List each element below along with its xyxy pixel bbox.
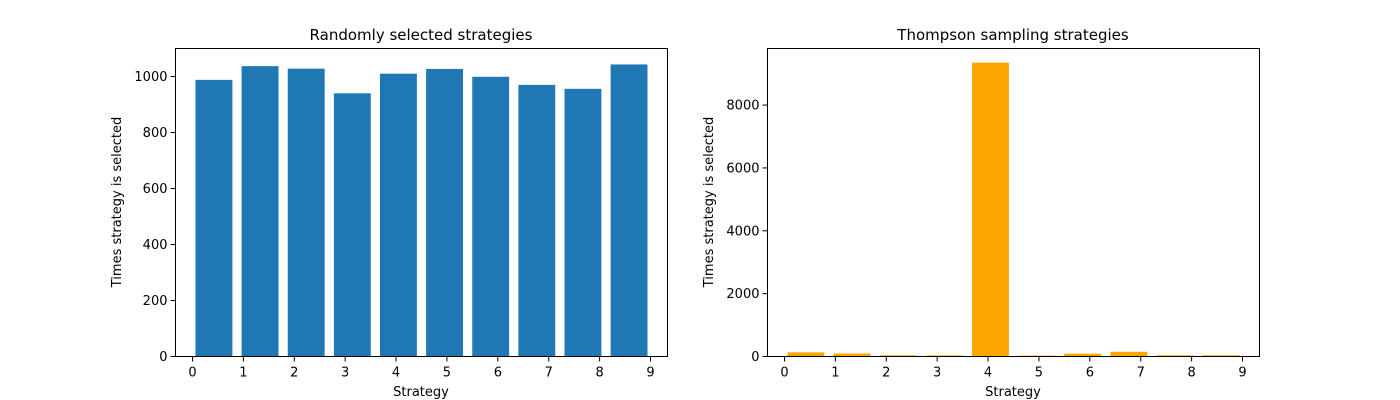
- x-tick-label: 0: [780, 366, 788, 381]
- bar-strategy-9: [1202, 355, 1240, 357]
- y-tick-label: 600: [143, 182, 168, 197]
- chart-title: Thompson sampling strategies: [896, 26, 1129, 44]
- y-tick-label: 6000: [726, 161, 759, 176]
- y-tick-label: 4000: [726, 224, 759, 239]
- x-axis-ticks: 0 1 2 3 4 5 6 7 8 9: [780, 356, 1247, 381]
- bar-series: [195, 64, 648, 357]
- y-axis-label: Times strategy is selected: [110, 117, 125, 288]
- x-tick-label: 4: [984, 366, 992, 381]
- bar-strategy-7: [518, 84, 556, 357]
- y-tick-label: 0: [159, 350, 167, 365]
- bar-strategy-6: [472, 76, 510, 357]
- bar-strategy-8: [564, 88, 602, 357]
- bar-series: [787, 62, 1240, 357]
- bar-strategy-9: [610, 64, 648, 357]
- y-tick-label: 2000: [726, 287, 759, 302]
- x-tick-label: 6: [494, 366, 502, 381]
- bar-strategy-3: [925, 355, 963, 357]
- x-tick-label: 2: [882, 366, 890, 381]
- x-tick-label: 0: [188, 366, 196, 381]
- y-tick-label: 400: [143, 238, 168, 253]
- bar-strategy-7: [1110, 351, 1148, 357]
- x-tick-label: 9: [1238, 366, 1246, 381]
- bar-strategy-4: [379, 73, 417, 357]
- bar-strategy-6: [1064, 353, 1102, 357]
- x-tick-label: 1: [831, 366, 839, 381]
- x-tick-label: 7: [545, 366, 553, 381]
- bar-strategy-4: [971, 62, 1009, 357]
- x-axis-ticks: 0 1 2 3 4 5 6 7 8 9: [188, 356, 655, 381]
- y-axis-ticks: 0 2000 4000 6000 8000: [726, 99, 768, 365]
- x-tick-label: 3: [341, 366, 349, 381]
- x-tick-label: 5: [1035, 366, 1043, 381]
- x-tick-label: 8: [595, 366, 603, 381]
- bar-strategy-0: [787, 352, 825, 357]
- x-tick-label: 2: [290, 366, 298, 381]
- bar-strategy-1: [833, 353, 871, 357]
- plot-frame: [767, 48, 1260, 357]
- bar-strategy-5: [426, 68, 464, 357]
- y-tick-label: 0: [751, 350, 759, 365]
- y-axis-label: Times strategy is selected: [702, 117, 717, 288]
- x-tick-label: 8: [1187, 366, 1195, 381]
- y-tick-label: 1000: [134, 70, 167, 85]
- y-axis-ticks: 0 200 400 600 800 1000: [134, 70, 176, 365]
- chart-title: Randomly selected strategies: [310, 26, 533, 44]
- x-axis-label: Strategy: [985, 385, 1041, 400]
- bar-strategy-3: [333, 93, 371, 357]
- plot-frame: [175, 48, 668, 357]
- x-axis-label: Strategy: [393, 385, 449, 400]
- x-tick-label: 7: [1137, 366, 1145, 381]
- x-tick-label: 9: [646, 366, 654, 381]
- x-tick-label: 3: [933, 366, 941, 381]
- y-tick-label: 200: [143, 294, 168, 309]
- bar-strategy-2: [287, 68, 325, 357]
- x-tick-label: 5: [443, 366, 451, 381]
- x-tick-label: 6: [1086, 366, 1094, 381]
- x-tick-label: 1: [239, 366, 247, 381]
- y-tick-label: 800: [143, 126, 168, 141]
- x-tick-label: 4: [392, 366, 400, 381]
- bar-strategy-8: [1156, 355, 1194, 357]
- bar-strategy-1: [241, 66, 279, 357]
- bar-strategy-0: [195, 79, 233, 357]
- y-tick-label: 8000: [726, 99, 759, 114]
- bar-strategy-2: [879, 355, 917, 357]
